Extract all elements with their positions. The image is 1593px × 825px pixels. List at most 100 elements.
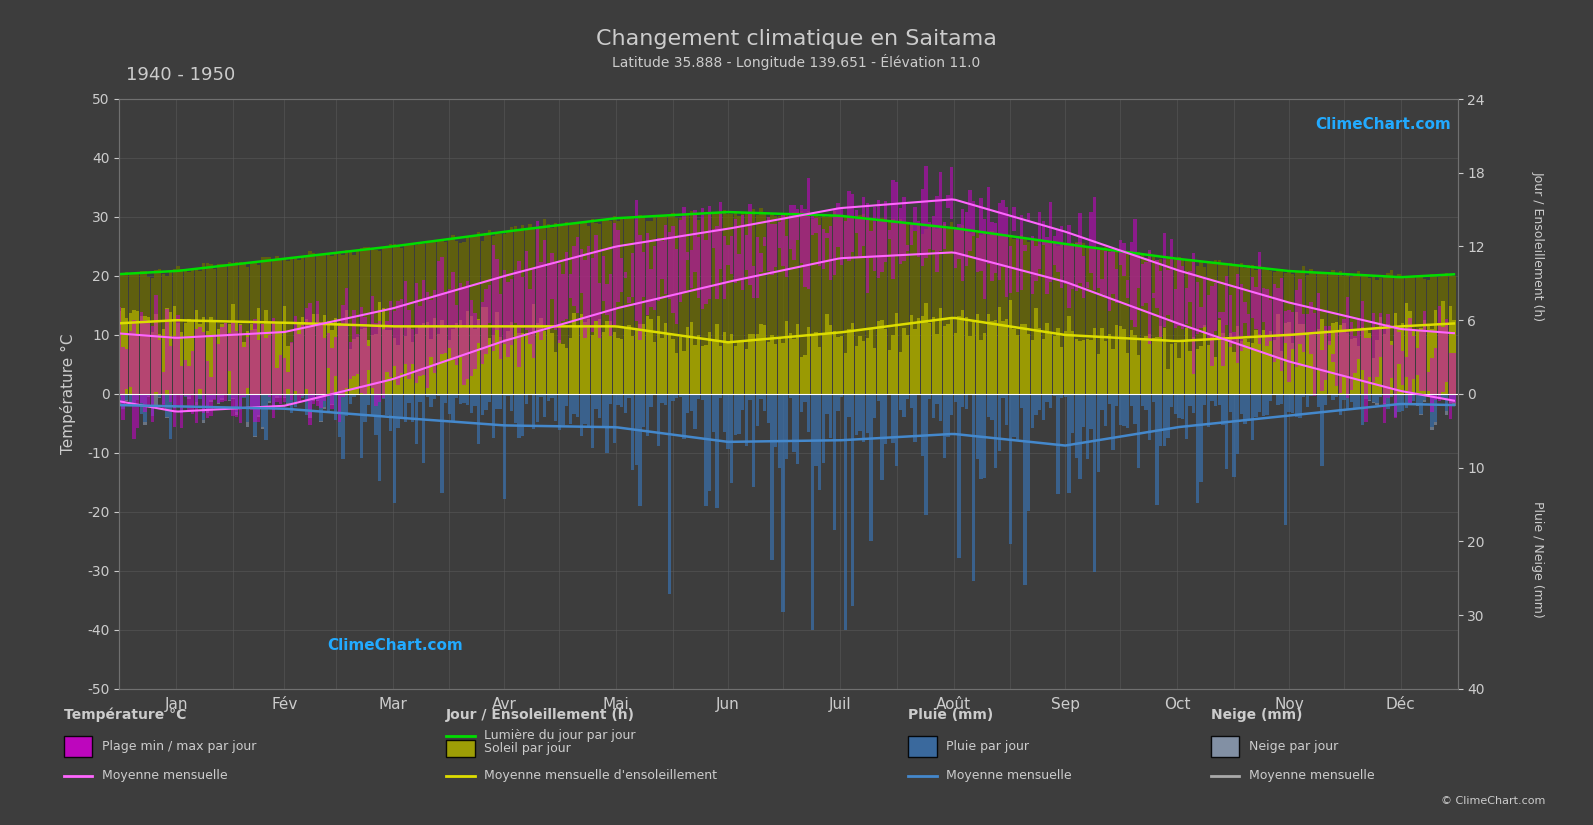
Bar [730, 214, 733, 394]
Bar [448, 394, 451, 413]
Bar [183, 394, 186, 397]
Bar [1144, 336, 1147, 394]
Bar [656, 238, 660, 301]
Bar [1247, 265, 1251, 394]
Bar [873, 206, 876, 271]
Bar [580, 394, 583, 436]
Bar [245, 267, 250, 394]
Bar [118, 394, 121, 403]
Bar [1270, 271, 1273, 394]
Bar [760, 208, 763, 394]
Bar [1386, 394, 1389, 409]
Bar [661, 216, 664, 394]
Bar [840, 394, 843, 397]
Bar [183, 323, 186, 394]
Bar [718, 202, 722, 269]
Bar [664, 323, 667, 394]
Bar [1400, 394, 1405, 411]
Bar [1306, 276, 1309, 394]
Bar [180, 394, 183, 413]
Bar [1416, 394, 1419, 405]
Bar [414, 245, 417, 394]
Bar [217, 328, 220, 394]
Bar [766, 217, 769, 271]
Bar [865, 218, 870, 394]
Bar [129, 394, 132, 403]
Bar [169, 312, 172, 394]
Bar [162, 394, 166, 404]
Bar [1273, 340, 1276, 394]
Bar [425, 243, 429, 394]
Bar [1236, 394, 1239, 454]
Bar [771, 214, 774, 394]
Bar [1023, 324, 1026, 394]
Bar [1112, 252, 1115, 394]
Bar [983, 233, 986, 394]
Bar [264, 257, 268, 394]
Bar [602, 256, 605, 301]
Bar [1416, 276, 1419, 394]
Bar [209, 317, 213, 394]
Bar [774, 216, 777, 394]
Bar [1075, 242, 1078, 394]
Bar [569, 224, 572, 394]
Bar [1360, 301, 1364, 370]
Bar [1166, 394, 1169, 437]
Bar [1416, 332, 1419, 394]
Bar [1243, 303, 1247, 323]
Bar [158, 397, 161, 398]
Bar [349, 394, 352, 404]
Bar [532, 229, 535, 394]
Bar [140, 316, 143, 394]
Bar [774, 224, 777, 266]
Bar [602, 220, 605, 394]
Bar [188, 365, 191, 412]
Bar [422, 323, 425, 394]
Bar [1163, 260, 1166, 394]
Bar [991, 231, 994, 394]
Bar [397, 301, 400, 385]
Bar [524, 333, 529, 394]
Bar [965, 229, 969, 394]
Bar [577, 223, 580, 394]
Bar [551, 253, 554, 299]
Bar [1343, 319, 1346, 375]
Bar [946, 196, 949, 208]
Bar [1411, 337, 1415, 379]
Bar [667, 394, 671, 594]
Bar [1118, 240, 1121, 265]
Bar [906, 246, 910, 252]
Bar [1411, 394, 1415, 401]
Bar [572, 223, 575, 394]
Bar [752, 394, 755, 487]
Bar [1400, 323, 1405, 394]
Bar [121, 274, 124, 394]
Bar [808, 328, 811, 394]
Bar [1042, 240, 1045, 394]
Bar [253, 263, 256, 394]
Bar [1233, 266, 1236, 394]
Bar [1397, 328, 1400, 394]
Bar [1273, 271, 1276, 394]
Bar [671, 338, 675, 394]
Bar [972, 200, 975, 236]
Bar [744, 235, 749, 270]
Bar [1346, 275, 1349, 394]
Bar [616, 337, 620, 394]
Bar [844, 221, 847, 258]
Bar [887, 220, 890, 394]
Bar [1335, 394, 1338, 398]
Bar [451, 394, 454, 422]
Bar [763, 394, 766, 411]
Bar [1434, 276, 1437, 394]
Bar [642, 394, 645, 427]
Bar [352, 310, 355, 376]
Bar [847, 394, 851, 417]
Bar [433, 394, 436, 398]
Bar [844, 394, 847, 630]
Bar [1279, 269, 1284, 394]
Bar [393, 337, 397, 394]
Bar [924, 229, 927, 394]
Bar [876, 220, 879, 394]
Bar [147, 276, 150, 394]
